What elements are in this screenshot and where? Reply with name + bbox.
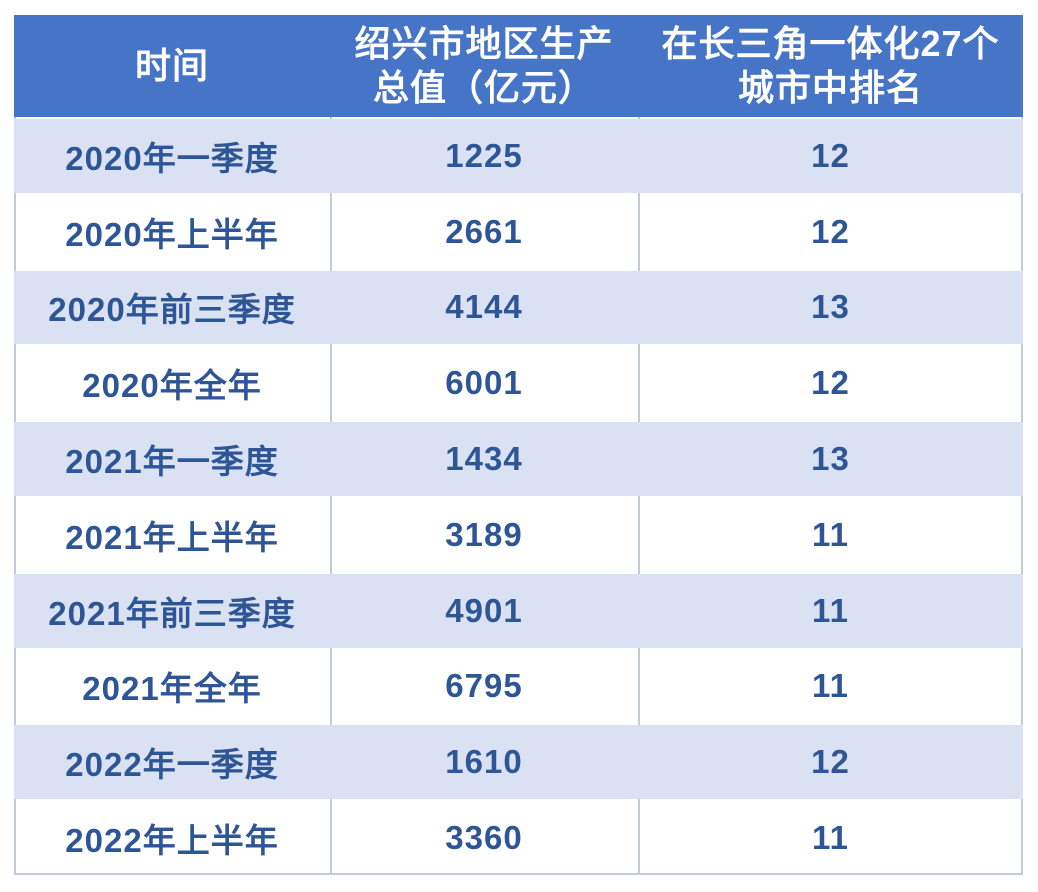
time-cell: 2021年一季度 bbox=[65, 443, 279, 481]
col-header-time-label: 时间 bbox=[134, 45, 209, 86]
col-header-time: 时间 bbox=[14, 15, 330, 117]
gdp-cell: 3189 bbox=[445, 515, 523, 553]
gdp-cell: 4901 bbox=[445, 591, 523, 629]
col-header-gdp: 绍兴市地区生产 总值（亿元） bbox=[330, 15, 638, 117]
gdp-cell: 6795 bbox=[445, 667, 523, 705]
rank-cell: 13 bbox=[811, 440, 850, 478]
table-row: 2020年一季度 1225 12 bbox=[14, 119, 1023, 193]
rank-cell: 11 bbox=[812, 515, 849, 553]
time-cell: 2021年全年 bbox=[82, 670, 262, 708]
rank-cell: 13 bbox=[811, 288, 850, 326]
gdp-cell: 6001 bbox=[445, 364, 523, 402]
time-cell: 2020年全年 bbox=[82, 367, 262, 405]
rank-cell: 11 bbox=[812, 591, 849, 629]
table-body: 时间 绍兴市地区生产 总值（亿元） 在长三角一体化27个 城市中排名 2020年… bbox=[14, 15, 1023, 875]
time-cell: 2020年上半年 bbox=[65, 215, 279, 253]
table-row: 2020年全年 6001 12 bbox=[14, 346, 1023, 420]
gdp-ranking-table: 时间 绍兴市地区生产 总值（亿元） 在长三角一体化27个 城市中排名 2020年… bbox=[14, 15, 1023, 875]
table-left-border bbox=[14, 117, 16, 875]
rank-cell: 12 bbox=[811, 212, 850, 250]
gdp-cell: 4144 bbox=[445, 288, 523, 326]
table-gridlines bbox=[14, 15, 1023, 875]
table-row: 2022年上半年 3360 11 bbox=[14, 801, 1023, 875]
col-header-rank-line1: 在长三角一体化27个 bbox=[661, 23, 1000, 64]
rank-cell: 12 bbox=[811, 743, 850, 781]
table-right-border bbox=[1021, 117, 1023, 875]
col-header-rank: 在长三角一体化27个 城市中排名 bbox=[638, 15, 1023, 117]
column-divider-2 bbox=[638, 117, 640, 875]
table-row: 2020年前三季度 4144 13 bbox=[14, 270, 1023, 345]
gdp-cell: 1434 bbox=[445, 440, 523, 478]
rank-cell: 11 bbox=[812, 819, 849, 857]
column-divider-1 bbox=[330, 117, 332, 875]
rank-cell: 11 bbox=[812, 667, 849, 705]
time-cell: 2022年上半年 bbox=[65, 822, 279, 860]
table-row: 2021年前三季度 4901 11 bbox=[14, 573, 1023, 648]
table-bottom-border bbox=[14, 873, 1023, 875]
table-row: 2021年全年 6795 11 bbox=[14, 650, 1023, 724]
time-cell: 2020年前三季度 bbox=[48, 291, 296, 329]
col-header-rank-line2: 城市中排名 bbox=[737, 67, 923, 108]
table-row: 2022年一季度 1610 12 bbox=[14, 725, 1023, 800]
table-header-row: 时间 绍兴市地区生产 总值（亿元） 在长三角一体化27个 城市中排名 bbox=[14, 15, 1023, 117]
rank-cell: 12 bbox=[811, 136, 850, 174]
gdp-cell: 1225 bbox=[445, 136, 523, 174]
rank-cell: 12 bbox=[811, 364, 850, 402]
col-header-gdp-line1: 绍兴市地区生产 bbox=[354, 23, 614, 64]
time-cell: 2020年一季度 bbox=[65, 139, 279, 177]
gdp-cell: 2661 bbox=[445, 212, 523, 250]
time-cell: 2021年前三季度 bbox=[48, 594, 296, 632]
table-row: 2020年上半年 2661 12 bbox=[14, 195, 1023, 269]
gdp-cell: 3360 bbox=[445, 819, 523, 857]
gdp-cell: 1610 bbox=[445, 743, 523, 781]
time-cell: 2021年上半年 bbox=[65, 518, 279, 556]
table-row: 2021年上半年 3189 11 bbox=[14, 498, 1023, 572]
table-row: 2021年一季度 1434 13 bbox=[14, 422, 1023, 496]
time-cell: 2022年一季度 bbox=[65, 746, 279, 784]
col-header-gdp-line2: 总值（亿元） bbox=[372, 67, 595, 108]
